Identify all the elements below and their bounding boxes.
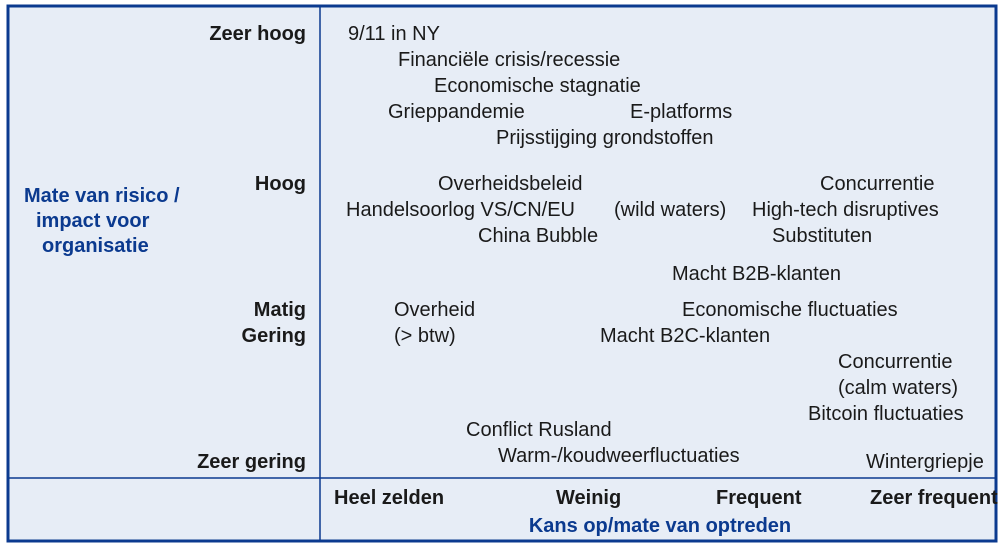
risk-item: Economische stagnatie <box>434 74 641 98</box>
risk-item: 9/11 in NY <box>348 22 440 46</box>
risk-item: Financiële crisis/recessie <box>398 48 620 72</box>
risk-item: Grieppandemie <box>388 100 525 124</box>
x-tick: Heel zelden <box>334 486 444 510</box>
risk-item: China Bubble <box>478 224 598 248</box>
risk-item: (wild waters) <box>614 198 726 222</box>
x-tick: Frequent <box>716 486 802 510</box>
y-axis-title: Mate van risico /impact voororganisatie <box>24 184 180 259</box>
risk-item: Macht B2C-klanten <box>600 324 770 348</box>
risk-item: Bitcoin fluctuaties <box>808 402 964 426</box>
risk-matrix: Mate van risico /impact voororganisatie Z… <box>0 0 1004 547</box>
y-tick: Hoog <box>255 172 306 196</box>
risk-item: Concurrentie <box>838 350 953 374</box>
risk-item: Wintergriepje <box>866 450 984 474</box>
x-tick: Weinig <box>556 486 621 510</box>
risk-item: Warm-/koudweerfluctuaties <box>498 444 740 468</box>
y-tick: Matig <box>254 298 306 322</box>
y-tick: Gering <box>242 324 306 348</box>
risk-item: Overheidsbeleid <box>438 172 583 196</box>
risk-item: Overheid <box>394 298 475 322</box>
y-tick: Zeer hoog <box>209 22 306 46</box>
risk-item: Economische fluctuaties <box>682 298 898 322</box>
risk-item: (> btw) <box>394 324 456 348</box>
risk-item: Concurrentie <box>820 172 935 196</box>
y-tick: Zeer gering <box>197 450 306 474</box>
risk-item: (calm waters) <box>838 376 958 400</box>
risk-item: Conflict Rusland <box>466 418 612 442</box>
risk-item: Prijsstijging grondstoffen <box>496 126 714 150</box>
risk-item: E-platforms <box>630 100 732 124</box>
risk-item: Handelsoorlog VS/CN/EU <box>346 198 575 222</box>
risk-item: High-tech disruptives <box>752 198 939 222</box>
x-axis-title: Kans op/mate van optreden <box>158 514 1004 538</box>
risk-item: Substituten <box>772 224 872 248</box>
risk-item: Macht B2B-klanten <box>672 262 841 286</box>
x-tick: Zeer frequent <box>870 486 998 510</box>
